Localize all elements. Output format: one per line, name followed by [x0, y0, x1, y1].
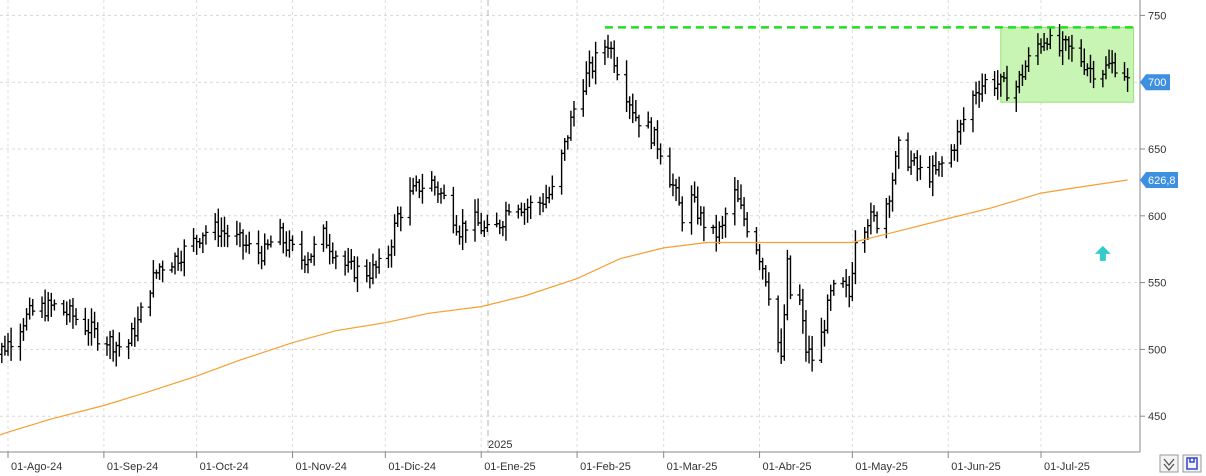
ohlc-bar [441, 184, 447, 200]
x-tick-label: 01-Sep-24 [107, 461, 158, 473]
ohlc-bar [1026, 47, 1032, 72]
ohlc-bar [679, 196, 685, 232]
ohlc-bar [116, 332, 122, 357]
ohlc-bar [30, 298, 36, 316]
ohlc-bar [982, 73, 988, 95]
consolidation-zone [1000, 26, 1135, 103]
x-tick-label: 01-Abr-25 [763, 461, 812, 473]
ohlc-bar [831, 279, 837, 296]
moving-average-line [0, 179, 1128, 436]
ohlc-bar [852, 230, 858, 285]
ohlc-bar [376, 248, 382, 274]
x-tick-label: 01-Ene-25 [484, 461, 535, 473]
last-price-flag-bg [1140, 74, 1170, 91]
ohlc-bar [138, 302, 144, 323]
ohlc-bar [549, 175, 555, 200]
expand-icon[interactable] [1159, 454, 1179, 473]
x-tick-label: 01-May-25 [855, 461, 908, 473]
moving-average-flag-bg [1140, 171, 1178, 188]
ohlc-bar [766, 272, 772, 306]
x-axis: 01-Ago-24 01-Sep-24 01-Oct-24 01-Nov-24 01-D… [7, 452, 1090, 473]
y-tick-label: 600 [1148, 211, 1166, 223]
ohlc-bar [1112, 52, 1118, 78]
y-tick-label: 450 [1148, 411, 1166, 423]
y-tick-label: 750 [1148, 10, 1166, 22]
ohlc-bar [744, 212, 750, 238]
ohlc-bar [203, 225, 209, 245]
x-tick-label: 01-Nov-24 [296, 461, 347, 473]
ohlc-bar [225, 224, 231, 248]
moving-average-flag: 626,8 [1140, 171, 1178, 188]
ohlc-bar [787, 255, 793, 300]
ohlc-bar [1047, 27, 1053, 50]
ohlc-bar [701, 206, 707, 242]
ohlc-bar [614, 56, 620, 81]
ohlc-bar [333, 250, 339, 270]
ohlc-bar [354, 256, 360, 293]
last-price-flag: 700 [1140, 74, 1170, 91]
ohlc-bar [268, 235, 274, 248]
x-tick-label: 01-Mar-25 [667, 461, 718, 473]
ohlc-bar [181, 239, 187, 277]
y-tick-label: 550 [1148, 278, 1166, 290]
ohlc-bar [1125, 68, 1131, 92]
ohlc-bar [917, 155, 923, 180]
ohlc-bar [723, 207, 729, 238]
ohlc-bar [1004, 65, 1010, 101]
x-tick-label: 01-Ago-24 [11, 461, 62, 473]
up-arrow-icon [1094, 245, 1111, 261]
ohlc-bar [246, 231, 252, 254]
ohlc-bar [95, 322, 101, 351]
x-tick-label: 01-Oct-24 [200, 461, 249, 473]
ohlc-bar [593, 41, 599, 85]
price-flags: 700 626,8 [1140, 74, 1178, 188]
ohlc-bar [939, 156, 945, 178]
ohlc-bar [290, 235, 296, 252]
ohlc-bar [73, 308, 79, 326]
ohlc-bar [419, 173, 425, 204]
ohlc-bar [51, 299, 57, 311]
ohlc-bar [398, 206, 404, 232]
y-axis: 450 500 550 600 650 700 750 [1140, 10, 1166, 423]
ohlc-bar [809, 335, 815, 372]
ohlc-bar [636, 114, 642, 138]
ohlc-bar [1069, 34, 1075, 62]
price-bars [0, 24, 1131, 372]
last-price-flag-label: 700 [1148, 77, 1166, 89]
x-tick-label: 01-Feb-25 [580, 461, 631, 473]
plot-background [0, 0, 1140, 452]
ohlc-bar [896, 136, 902, 169]
year-marker: 2025 [488, 439, 512, 451]
ohlc-bar [571, 100, 577, 127]
ohlc-bar [1091, 60, 1097, 89]
ohlc-bar [311, 236, 317, 266]
x-tick-label: 01-Jul-25 [1044, 461, 1090, 473]
x-tick-label: 01-Jun-25 [951, 461, 1001, 473]
moving-average-flag-label: 626,8 [1148, 175, 1176, 187]
gridlines [0, 0, 1140, 452]
x-tick-label: 01-Dic-24 [388, 461, 436, 473]
ohlc-bar [961, 107, 967, 132]
ohlc-bar [463, 220, 469, 243]
ohlc-bar [8, 327, 14, 361]
ohlc-bar [658, 143, 664, 165]
y-tick-label: 650 [1148, 144, 1166, 156]
y-tick-label: 500 [1148, 344, 1166, 356]
ohlc-bar [484, 214, 490, 233]
save-icon[interactable] [1182, 454, 1202, 473]
ohlc-bar [528, 195, 534, 220]
ohlc-bar [874, 211, 880, 234]
ohlc-bar [160, 260, 166, 283]
ohlc-bar [506, 203, 512, 216]
